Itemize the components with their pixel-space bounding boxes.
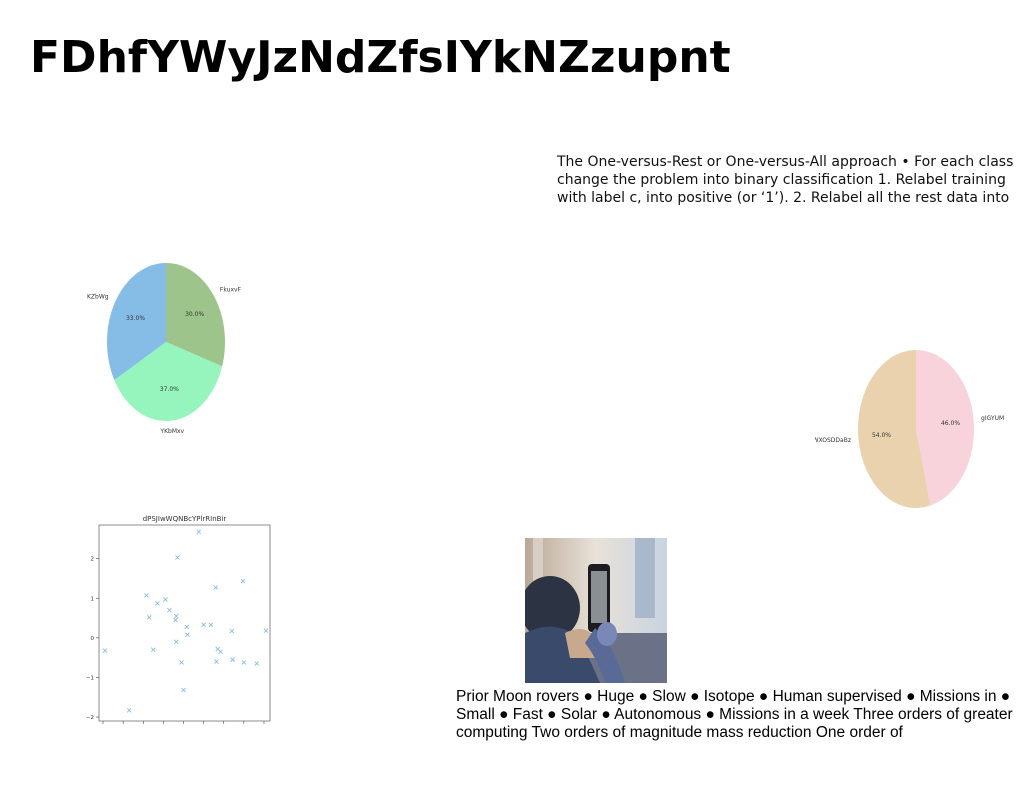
scatter-point bbox=[150, 647, 156, 653]
scatter-point bbox=[163, 597, 168, 602]
y-tick-label: 1 bbox=[91, 596, 95, 602]
scatter-point bbox=[173, 613, 179, 619]
pie-slice-YKbMxv bbox=[114, 342, 223, 421]
slide-title: FDhfYWyJzNdZfsIYkNZzupnt bbox=[30, 32, 731, 83]
scatter-point bbox=[213, 585, 219, 590]
scatter-point bbox=[208, 622, 214, 628]
scatter-point bbox=[146, 614, 152, 620]
scatter-point bbox=[218, 649, 223, 655]
scatter-point bbox=[184, 624, 190, 630]
pie-percent-label: 33.0% bbox=[126, 315, 145, 322]
pie-percent-label: 37.0% bbox=[160, 386, 179, 393]
pie-category-label: WXOSDDaBz bbox=[815, 437, 851, 444]
ovr-description-text: The One-versus-Rest or One-versus-All ap… bbox=[557, 154, 1014, 206]
scatter-point bbox=[126, 707, 132, 713]
pie-slice-WXOSDDaBz bbox=[858, 350, 931, 508]
pie-chart-2: 46.0% gIGYUM 54.0% WXOSDDaBz bbox=[815, 350, 1004, 508]
scatter-point bbox=[254, 661, 260, 666]
y-tick-label: −2 bbox=[86, 715, 94, 721]
scatter-point bbox=[175, 555, 180, 560]
photo-person-with-phone bbox=[520, 538, 667, 683]
scatter-point bbox=[144, 593, 149, 598]
scatter-point bbox=[167, 607, 172, 613]
scatter-point bbox=[214, 659, 219, 664]
scatter-point bbox=[241, 660, 247, 665]
pie-category-label: YKbMxv bbox=[159, 428, 184, 435]
scatter-point bbox=[196, 529, 202, 535]
pie-category-label: FkuxvF bbox=[220, 287, 242, 294]
scatter-point bbox=[263, 628, 269, 634]
pie-category-label: gIGYUM bbox=[981, 415, 1004, 422]
pie-chart-1: 30.0% FkuxvF 37.0% YKbMxv 33.0% KZbWg bbox=[87, 263, 242, 435]
pie-slice-gIGYUM bbox=[916, 350, 974, 506]
scatter-point bbox=[229, 628, 235, 634]
scatter-point bbox=[155, 601, 160, 606]
scatter-point bbox=[173, 639, 179, 645]
y-tick-label: 2 bbox=[91, 557, 95, 563]
scatter-point bbox=[230, 657, 235, 662]
pie-percent-label: 54.0% bbox=[872, 432, 891, 439]
moon-rovers-text: Prior Moon rovers ● Huge ● Slow ● Isotop… bbox=[456, 688, 1013, 741]
scatter-point bbox=[173, 617, 178, 623]
pie-slice-KZbWg bbox=[106, 263, 166, 381]
y-tick-label: 0 bbox=[91, 636, 95, 642]
pie-percent-label: 46.0% bbox=[941, 420, 960, 427]
scatter-title: dPSJIwWQNBcYPlrRInBir bbox=[143, 515, 227, 523]
scatter-point bbox=[240, 578, 246, 584]
scatter-point bbox=[179, 660, 184, 665]
scatter-frame bbox=[98, 524, 271, 722]
phone-photo-icon bbox=[520, 538, 667, 683]
pie-percent-label: 30.0% bbox=[185, 311, 204, 318]
scatter-point bbox=[181, 687, 186, 693]
pie-slice-FkuxvF bbox=[166, 263, 225, 367]
pie-category-label: KZbWg bbox=[87, 294, 109, 301]
scatter-point bbox=[185, 632, 190, 637]
scatter-point bbox=[102, 648, 108, 653]
y-tick-label: −1 bbox=[86, 675, 94, 681]
scatter-point bbox=[201, 622, 206, 628]
scatter-chart: dPSJIwWQNBcYPlrRInBir−2.0−1.5−1.0−0.50.0… bbox=[86, 515, 271, 724]
